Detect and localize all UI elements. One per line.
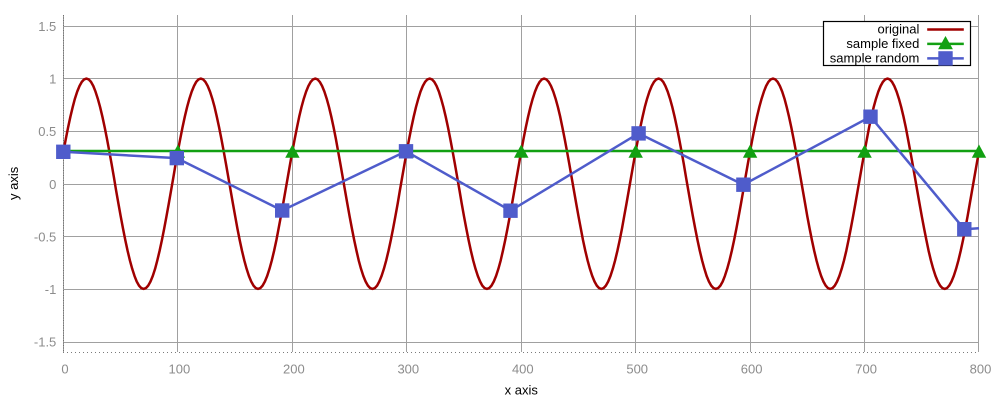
svg-text:300: 300 [397,361,419,376]
svg-text:100: 100 [169,361,191,376]
svg-text:original: original [877,22,919,37]
svg-text:0: 0 [49,177,56,192]
svg-text:y axis: y axis [6,166,21,200]
svg-text:sample fixed: sample fixed [846,36,919,51]
svg-text:0: 0 [61,361,68,376]
svg-text:x axis: x axis [505,383,539,398]
svg-text:500: 500 [626,361,648,376]
svg-text:1: 1 [49,72,56,87]
svg-text:1.5: 1.5 [38,19,56,34]
svg-text:-1: -1 [45,282,57,297]
svg-text:0.5: 0.5 [38,124,56,139]
svg-text:sample random: sample random [830,51,920,66]
svg-text:400: 400 [512,361,534,376]
svg-text:200: 200 [283,361,305,376]
svg-text:-0.5: -0.5 [34,229,56,244]
svg-text:600: 600 [741,361,763,376]
svg-text:800: 800 [970,361,992,376]
svg-text:-1.5: -1.5 [34,335,56,350]
svg-text:700: 700 [855,361,877,376]
